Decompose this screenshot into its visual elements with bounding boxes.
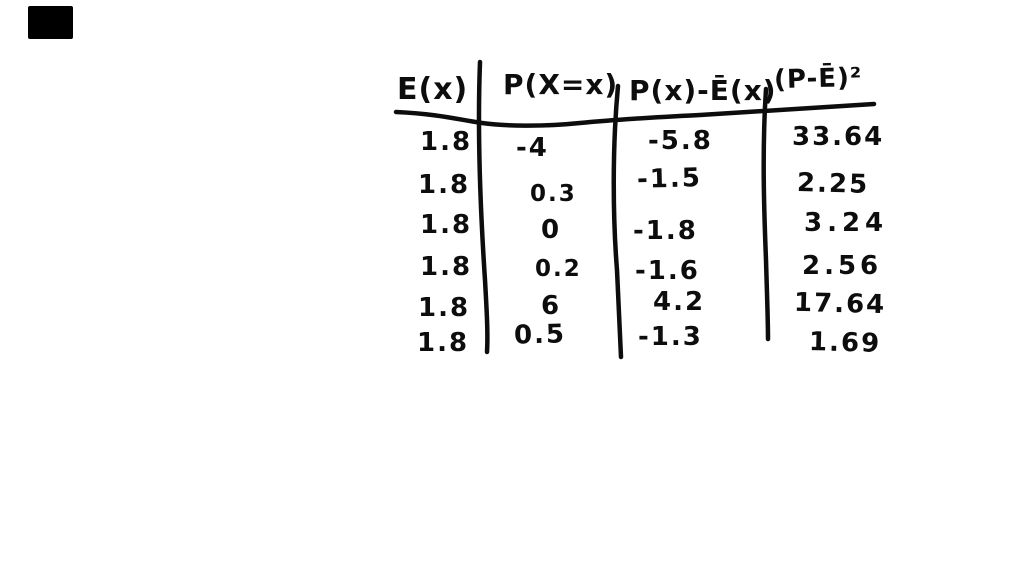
- table-header-cell: P(X=x): [503, 68, 619, 101]
- table-cell: 1.8: [418, 293, 471, 323]
- table-cell: 2.56: [802, 251, 883, 281]
- column-divider-3: [761, 86, 771, 342]
- table-cell: 1.8: [418, 170, 471, 200]
- table-cell: -1.8: [633, 216, 698, 246]
- table-cell: -1.6: [635, 256, 700, 286]
- table-cell: 0: [541, 215, 562, 245]
- table-header-cell: (P-Ē)²: [773, 62, 863, 96]
- table-header-cell: P(x)-Ē(x): [629, 74, 777, 107]
- table-header-cell: E(x): [397, 72, 469, 107]
- table-cell: 1.8: [420, 210, 473, 240]
- table-cell: 0.5: [513, 319, 567, 351]
- column-divider-2: [611, 83, 624, 360]
- table-cell: -4: [516, 133, 549, 163]
- table-cell: 1.69: [808, 327, 882, 359]
- table-cell: 33.64: [792, 122, 885, 152]
- table-cell: -1.5: [636, 163, 703, 195]
- table-cell: 1.8: [420, 127, 473, 157]
- table-cell: 4.2: [653, 287, 706, 317]
- table-cell: 6: [541, 291, 562, 321]
- column-divider-1: [476, 59, 490, 355]
- table-cell: -1.3: [638, 322, 703, 352]
- table-cell: 17.64: [793, 287, 887, 321]
- table-cell: -5.8: [648, 126, 713, 156]
- table-cell: 1.8: [420, 252, 473, 282]
- table-cell: 1.8: [417, 328, 470, 358]
- table-cell: 2.25: [796, 168, 870, 200]
- table-cell: 3.24: [804, 208, 889, 238]
- table-cell: 0.2: [535, 256, 582, 282]
- corner-block: [28, 6, 73, 39]
- table-cell: 0.3: [530, 181, 577, 207]
